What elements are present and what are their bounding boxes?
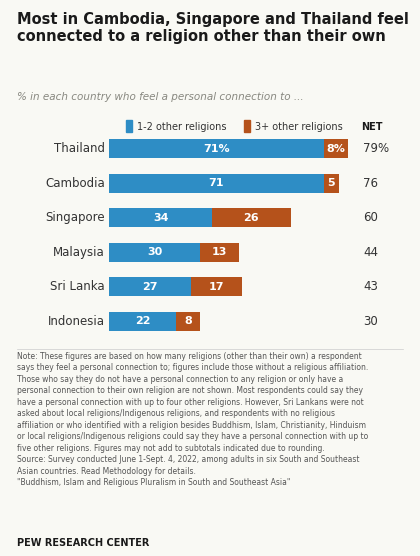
Text: NET: NET bbox=[361, 122, 383, 132]
Text: Most in Cambodia, Singapore and Thailand feel
connected to a religion other than: Most in Cambodia, Singapore and Thailand… bbox=[17, 12, 409, 44]
Text: 13: 13 bbox=[212, 247, 227, 257]
Text: Cambodia: Cambodia bbox=[45, 177, 105, 190]
Text: 8: 8 bbox=[184, 316, 192, 326]
Text: 27: 27 bbox=[142, 282, 158, 292]
Bar bbox=[109, 311, 176, 330]
Text: 30: 30 bbox=[363, 315, 378, 327]
Text: 1-2 other religions: 1-2 other religions bbox=[137, 122, 227, 132]
Bar bbox=[200, 243, 239, 262]
Text: 8%: 8% bbox=[326, 144, 345, 154]
Text: 43: 43 bbox=[363, 280, 378, 293]
Text: 71: 71 bbox=[209, 178, 224, 188]
Text: Thailand: Thailand bbox=[54, 142, 105, 156]
Bar bbox=[191, 277, 242, 296]
Text: 71%: 71% bbox=[203, 144, 230, 154]
Text: 76: 76 bbox=[363, 177, 378, 190]
Text: 17: 17 bbox=[209, 282, 224, 292]
Text: 79%: 79% bbox=[363, 142, 389, 156]
Text: Note: These figures are based on how many religions (other than their own) a res: Note: These figures are based on how man… bbox=[17, 352, 368, 487]
Text: % in each country who feel a personal connection to ...: % in each country who feel a personal co… bbox=[17, 92, 303, 102]
Bar bbox=[109, 140, 324, 158]
Bar bbox=[109, 208, 212, 227]
Bar bbox=[324, 140, 348, 158]
Bar bbox=[109, 277, 191, 296]
Text: Singapore: Singapore bbox=[45, 211, 105, 224]
Bar bbox=[176, 311, 200, 330]
Text: 34: 34 bbox=[153, 213, 168, 223]
Text: 30: 30 bbox=[147, 247, 162, 257]
Text: 26: 26 bbox=[244, 213, 259, 223]
Text: 5: 5 bbox=[328, 178, 335, 188]
Text: 3+ other religions: 3+ other religions bbox=[255, 122, 343, 132]
Text: Malaysia: Malaysia bbox=[53, 246, 105, 259]
Text: 44: 44 bbox=[363, 246, 378, 259]
Text: Sri Lanka: Sri Lanka bbox=[50, 280, 105, 293]
Bar bbox=[109, 174, 324, 193]
Bar bbox=[212, 208, 291, 227]
Text: 60: 60 bbox=[363, 211, 378, 224]
Text: Indonesia: Indonesia bbox=[47, 315, 105, 327]
Bar bbox=[324, 174, 339, 193]
Text: 22: 22 bbox=[135, 316, 150, 326]
Text: PEW RESEARCH CENTER: PEW RESEARCH CENTER bbox=[17, 538, 149, 548]
Bar bbox=[109, 243, 200, 262]
